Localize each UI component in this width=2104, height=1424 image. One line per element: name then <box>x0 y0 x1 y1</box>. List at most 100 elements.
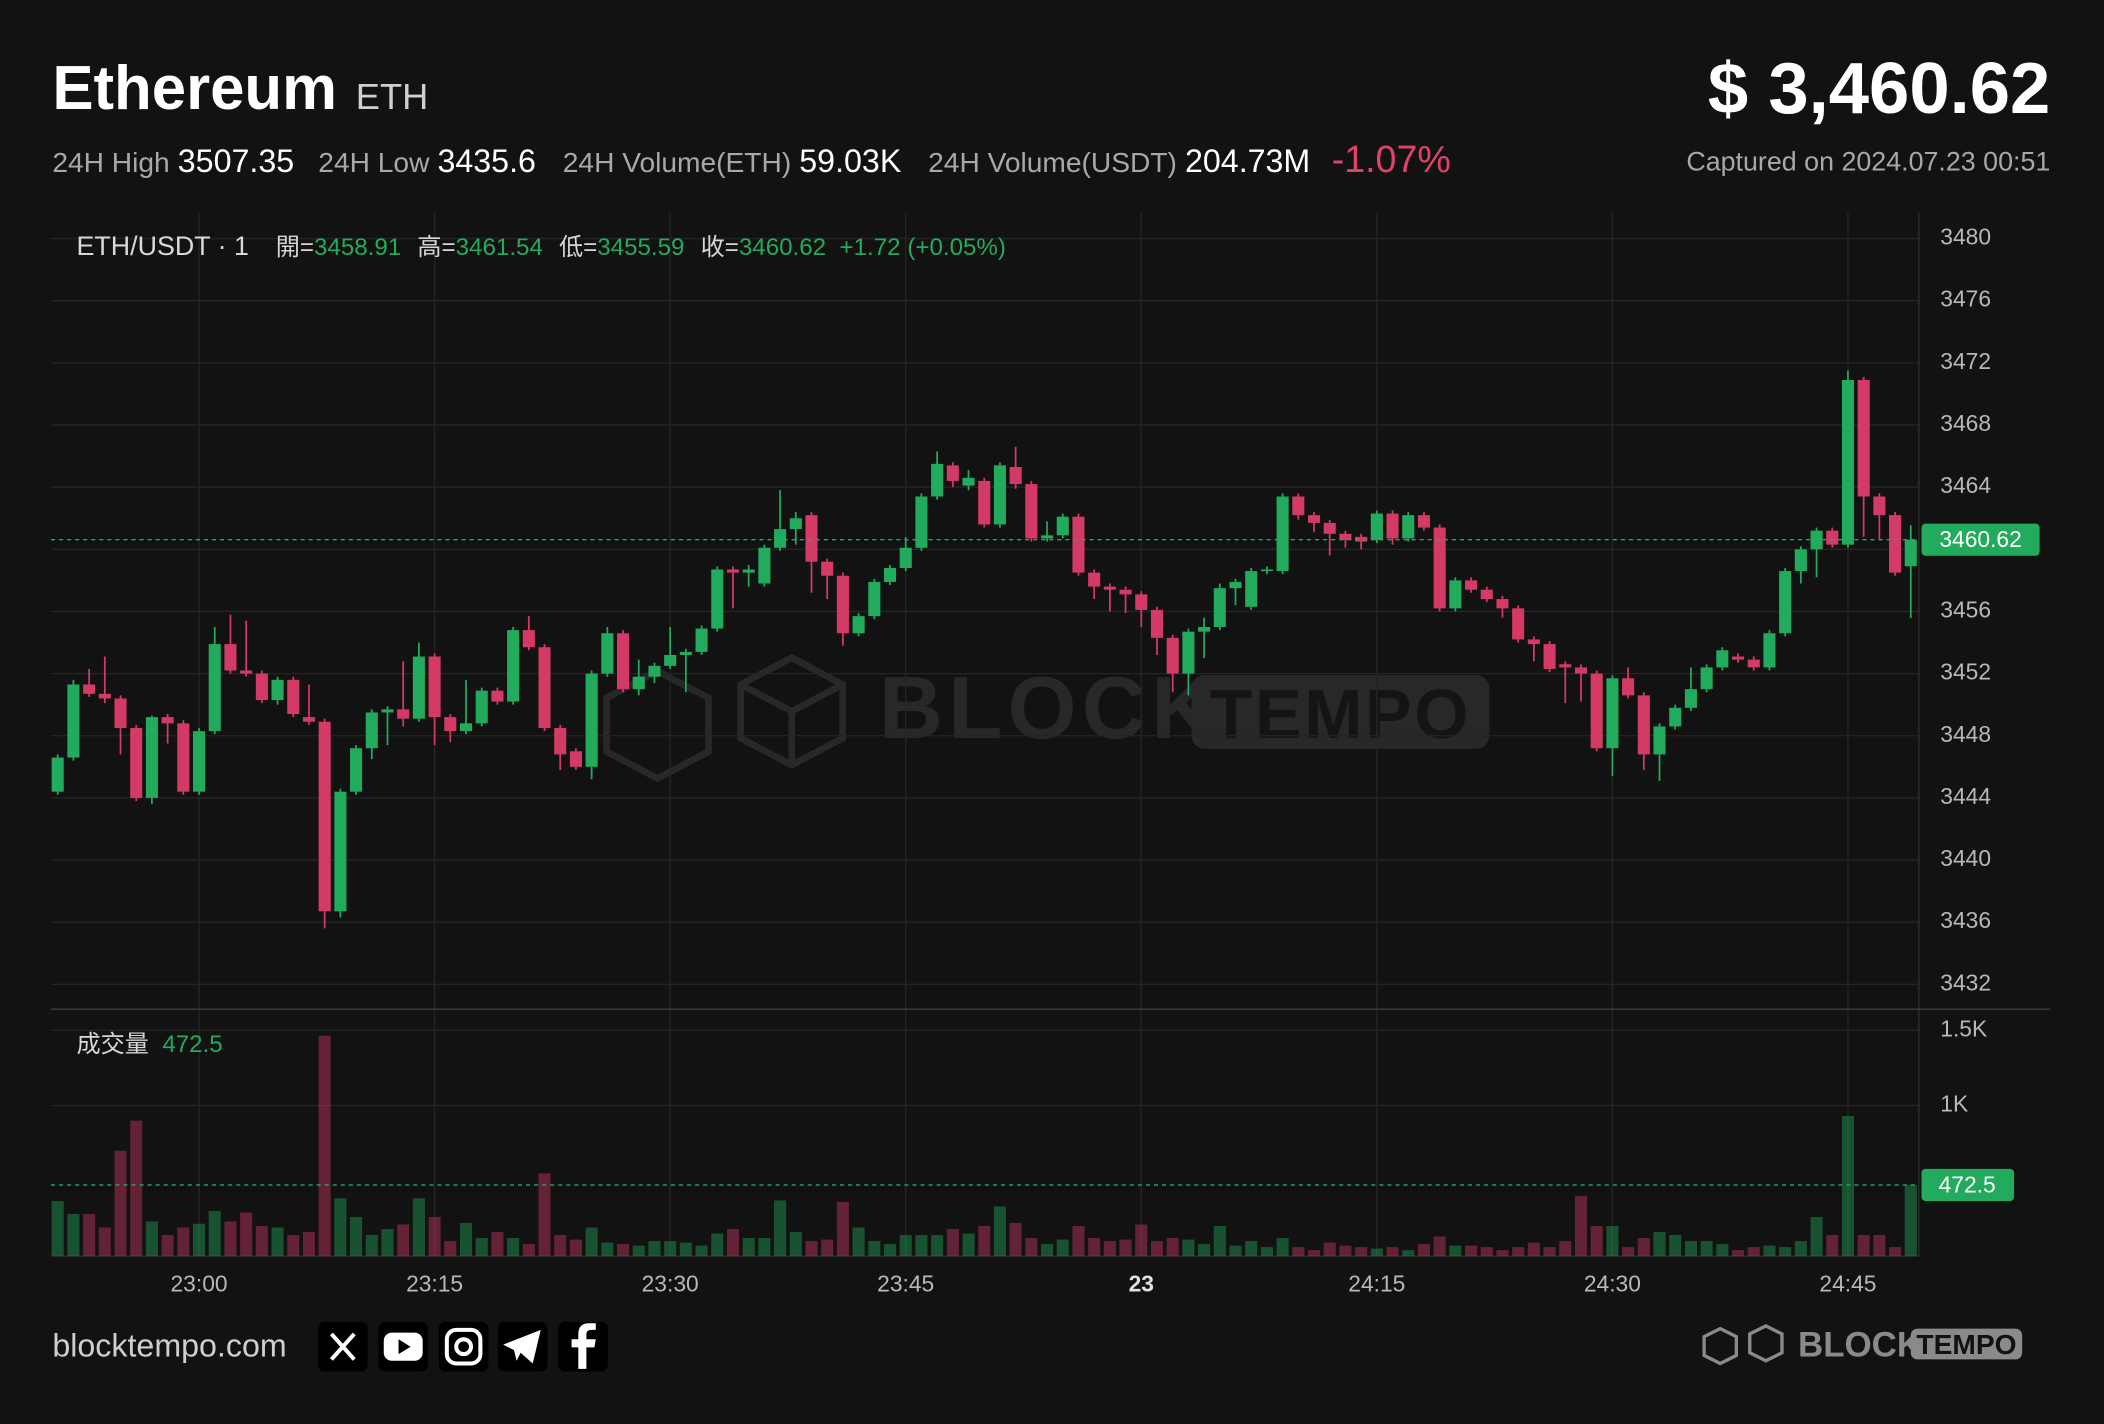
volume-bar <box>161 1235 174 1257</box>
logo-text: BLOCK <box>1798 1326 1922 1365</box>
volume-bar <box>114 1150 127 1257</box>
candle-body <box>962 477 975 486</box>
social-telegram[interactable] <box>497 1321 548 1372</box>
volume-bar <box>334 1198 347 1257</box>
candle-body <box>1622 678 1635 696</box>
candle-body <box>554 727 567 755</box>
candle-body <box>1779 571 1792 634</box>
candle-body <box>805 515 818 562</box>
candle-body <box>1025 484 1038 539</box>
watermark-badge <box>1191 675 1490 749</box>
stat-label: 24H Low <box>318 146 430 178</box>
volume-bar <box>1669 1235 1682 1257</box>
volume-bar <box>318 1035 331 1257</box>
volume-bar <box>1559 1241 1572 1257</box>
volume-bar <box>428 1216 441 1257</box>
candle-body <box>538 647 551 728</box>
candle-body <box>1103 586 1116 590</box>
volume-bar <box>617 1244 630 1257</box>
last-price-label: 3460.62 <box>1939 526 2021 552</box>
volume-bar <box>569 1239 582 1257</box>
x-tick-label: 23:30 <box>642 1271 699 1297</box>
overlays: 3432343634403444344834523456346034643468… <box>50 224 2040 1297</box>
candle-body <box>1716 650 1729 668</box>
pair-label: ETH/USDT · 1 <box>76 231 248 261</box>
ohlc-value: 3461.54 <box>456 234 543 261</box>
volume-bar <box>1496 1250 1509 1257</box>
volume-bar <box>1135 1224 1148 1257</box>
y-tick-label: 3448 <box>1940 721 1991 747</box>
x-tick-label: 23:15 <box>406 1271 463 1297</box>
candle-body <box>1213 588 1226 628</box>
volume-bar <box>679 1242 692 1257</box>
volume-bar <box>208 1210 221 1257</box>
candle-body <box>726 569 740 573</box>
candle-body <box>1590 673 1603 749</box>
candle-body <box>1480 589 1493 600</box>
site-url[interactable]: blocktempo.com <box>52 1328 286 1364</box>
volume-bar <box>883 1244 897 1257</box>
volume-tick-label: 1.5K <box>1940 1015 1987 1041</box>
candle-body <box>1449 580 1462 609</box>
volume-bar <box>1810 1216 1823 1257</box>
stat-value: 3435.6 <box>437 143 535 179</box>
candle-body <box>789 518 802 530</box>
asset-name: Ethereum <box>52 54 337 123</box>
volume-bar <box>993 1206 1006 1257</box>
candle-body <box>1072 516 1085 573</box>
candle-body <box>993 465 1006 525</box>
volume-bar <box>381 1229 394 1257</box>
candle-body <box>145 717 158 798</box>
volume-bar <box>1166 1238 1179 1257</box>
volume-bar <box>1370 1248 1383 1257</box>
candle-body <box>1386 513 1399 539</box>
candle-body <box>1041 535 1054 539</box>
volume-legend: 成交量 472.5 <box>76 1031 222 1058</box>
volume-bar <box>412 1198 425 1257</box>
volume-bar <box>1182 1239 1195 1257</box>
candle-body <box>1841 379 1854 545</box>
candle-body <box>569 751 582 767</box>
social-youtube[interactable] <box>378 1321 429 1372</box>
volume-bar <box>1873 1235 1886 1257</box>
candle-body <box>507 630 520 702</box>
candle-body <box>899 547 912 568</box>
candle-body <box>271 679 284 701</box>
volume-bar <box>1198 1244 1211 1257</box>
volume-bar <box>1779 1247 1792 1257</box>
volume-bar <box>1449 1245 1462 1257</box>
volume-bar <box>1574 1195 1588 1257</box>
candle-body <box>664 654 677 666</box>
social-x[interactable] <box>318 1321 368 1372</box>
volume-bar <box>1606 1226 1619 1257</box>
volume-bar <box>1229 1245 1242 1257</box>
candle-body <box>381 709 394 713</box>
candle-body <box>821 561 834 576</box>
candle-body <box>1245 571 1258 607</box>
candle-body <box>1009 466 1022 485</box>
y-tick-label: 3468 <box>1940 410 1991 436</box>
social-instagram[interactable] <box>438 1321 489 1372</box>
last-volume-label: 472.5 <box>1939 1171 1996 1197</box>
candle-body <box>758 547 771 584</box>
volume-bar <box>255 1226 268 1257</box>
candle-body <box>1417 515 1430 528</box>
candle-body <box>51 757 64 792</box>
volume-bar <box>726 1229 740 1257</box>
candle-body <box>475 690 488 724</box>
candle-body <box>1307 515 1321 523</box>
social-facebook[interactable] <box>558 1321 608 1372</box>
x-tick-label: 24:15 <box>1348 1271 1405 1297</box>
ohlc-value: 3458.91 <box>314 234 401 261</box>
candle-body <box>1465 580 1478 590</box>
volume-bar <box>962 1233 975 1257</box>
volume-bar <box>664 1241 677 1257</box>
candle-body <box>1731 656 1745 660</box>
candle-body <box>1370 513 1383 540</box>
candle-body <box>98 693 111 699</box>
candle-body <box>1763 633 1776 668</box>
candle-body <box>255 673 268 701</box>
candle-body <box>1669 707 1682 727</box>
volume-bar <box>632 1245 645 1257</box>
